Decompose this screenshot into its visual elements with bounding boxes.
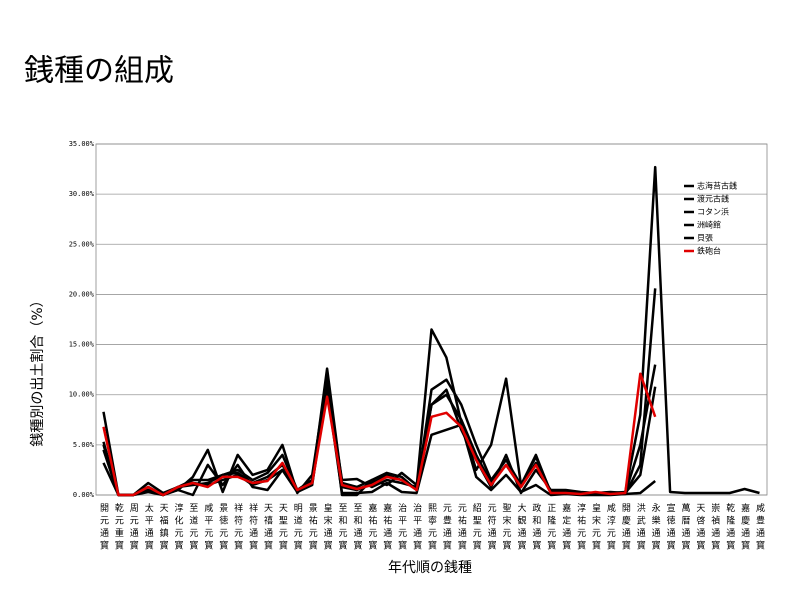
legend-label: コタン浜 [697, 207, 729, 217]
x-tick-label: 元符通寳 [486, 503, 497, 553]
x-tick-label: 治平元寳 [396, 502, 407, 553]
x-tick-label: 淳祐元寳 [575, 502, 586, 553]
legend-label: 貝張 [697, 234, 713, 243]
x-tick-label: 景徳元寳 [217, 503, 228, 553]
y-tick-label: 15.00% [69, 341, 95, 349]
x-tick-label: 正隆元寳 [545, 503, 556, 553]
x-tick-label: 治平通寳 [411, 502, 422, 553]
x-tick-label: 熙寧元寳 [426, 503, 437, 553]
x-tick-label: 淳化元寳 [173, 502, 184, 553]
x-tick-label: 太平通寳 [143, 502, 154, 553]
y-tick-label: 25.00% [69, 240, 95, 248]
plot-frame [95, 143, 768, 496]
x-tick-label: 聖宋元寳 [501, 503, 512, 553]
y-tick-label: 30.00% [69, 190, 95, 198]
legend-label: 志海苔古銭 [697, 181, 737, 191]
x-tick-label: 乾元重寳 [113, 502, 124, 553]
x-tick-label: 祥符通寳 [247, 502, 257, 553]
legend-label: 洲崎館 [697, 220, 721, 230]
legend-label: 鉄砲台 [697, 246, 721, 256]
y-tick-label: 20.00% [69, 290, 95, 298]
x-tick-label: 至道元寳 [187, 503, 198, 553]
series-line [102, 165, 760, 497]
x-tick-label: 皇宋元寳 [590, 502, 601, 553]
x-tick-label: 天聖元寳 [277, 503, 288, 553]
y-tick-label: 35.00% [69, 140, 95, 148]
x-tick-label: 嘉慶通寳 [739, 502, 750, 553]
x-tick-label: 嘉祐元寳 [366, 502, 377, 553]
x-tick-label: 明道元寳 [292, 503, 303, 553]
x-tick-label: 咸平元寳 [202, 502, 213, 553]
x-tick-label: 開慶通寳 [620, 503, 631, 553]
x-tick-label: 景祐元寳 [307, 503, 318, 553]
x-tick-label: 大観通寳 [515, 502, 526, 553]
series-line [102, 372, 657, 497]
series-line [102, 375, 657, 497]
x-tick-label: 宣徳通寳 [665, 502, 676, 553]
x-tick-label: 元豊通寳 [441, 503, 452, 553]
x-tick-label: 政和通寳 [530, 502, 541, 553]
x-tick-label: 紹聖元寳 [471, 502, 482, 553]
y-tick-label: 5.00% [73, 441, 95, 449]
x-tick-label: 洪武通寳 [635, 502, 646, 553]
y-axis-title: 銭種別の出土割合（%） [29, 293, 46, 446]
x-tick-label: 永樂通寳 [650, 502, 661, 553]
x-tick-label: 祥符元寳 [232, 502, 243, 553]
series-line [102, 288, 657, 497]
x-tick-label: 咸淳元寳 [605, 502, 616, 553]
x-tick-label: 萬暦通寳 [679, 502, 690, 553]
legend-label: 渡元古銭 [697, 194, 729, 204]
x-tick-label: 咸豊通寳 [754, 502, 765, 553]
x-tick-label: 嘉祐通寳 [381, 502, 392, 553]
x-tick-label: 皇宋通寳 [322, 502, 333, 553]
x-tick-label: 至和元寳 [337, 503, 348, 553]
y-tick-label: 0.00% [73, 491, 95, 499]
x-tick-label: 開元通寳 [98, 503, 109, 553]
x-tick-label: 天啓通寳 [694, 503, 705, 553]
x-tick-label: 周元通寳 [128, 503, 139, 553]
chart-title: 銭種の組成 [24, 54, 174, 89]
x-axis-title: 年代順の銭種 [388, 560, 472, 576]
x-tick-label: 元祐通寳 [456, 503, 467, 553]
x-tick-label: 至和通寳 [351, 503, 362, 553]
x-tick-label: 天福鎮寳 [158, 503, 169, 553]
x-tick-label: 天禧通寳 [262, 503, 273, 553]
x-tick-label: 崇禎通寳 [709, 503, 720, 553]
y-tick-label: 10.00% [69, 391, 95, 399]
x-tick-label: 嘉定通寳 [560, 502, 571, 553]
x-tick-label: 乾隆通寳 [724, 502, 735, 553]
